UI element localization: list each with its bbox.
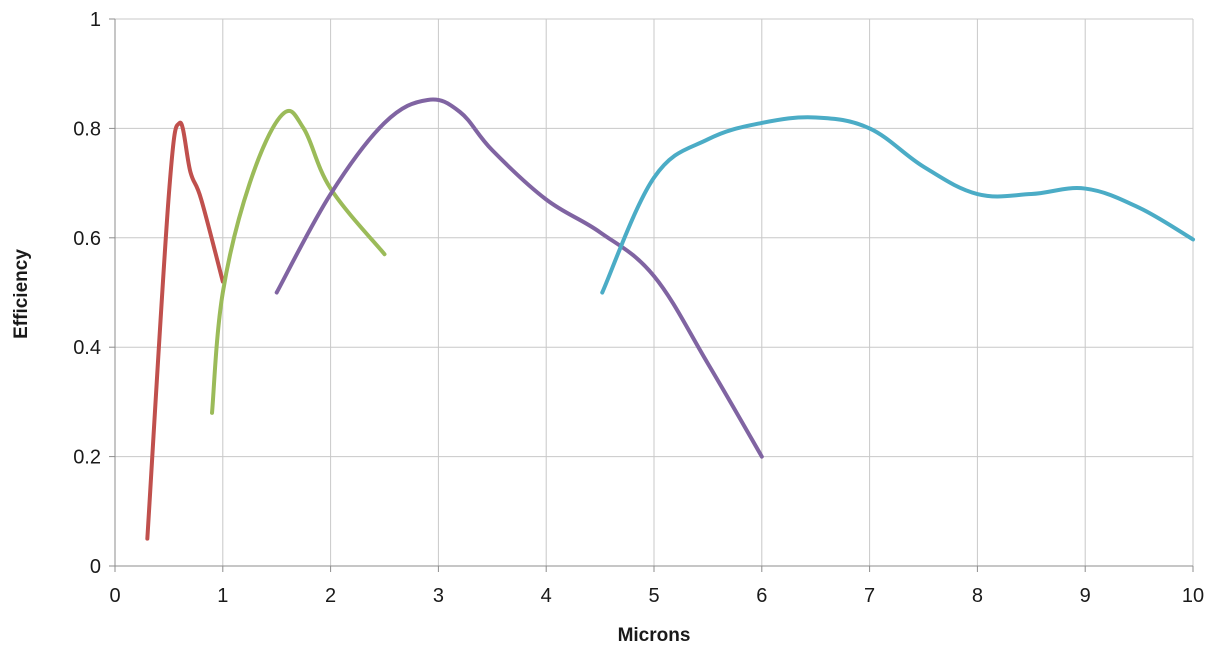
y-tick-label: 0	[90, 556, 101, 578]
x-tick-label: 0	[109, 585, 120, 607]
y-tick-label: 1	[90, 9, 101, 31]
y-tick-label: 0.4	[73, 337, 101, 359]
series-line-4	[600, 115, 1195, 295]
x-tick-label: 1	[217, 585, 228, 607]
series-lines	[145, 97, 1195, 541]
axes	[109, 18, 1194, 572]
grid	[115, 18, 1194, 566]
y-tick-label: 0.8	[73, 118, 101, 140]
x-axis-title: Microns	[618, 625, 691, 646]
tick-labels: 00.20.40.60.810 1 2 3 4 5 6 7 8 9 10	[73, 9, 1204, 607]
series-line-1	[145, 120, 225, 541]
y-tick-label: 0.2	[73, 447, 101, 469]
y-axis-title: Efficiency	[11, 249, 32, 339]
x-tick-label: 2	[325, 585, 336, 607]
x-tick-label: 9	[1080, 585, 1091, 607]
x-tick-label: 5	[648, 585, 659, 607]
x-tick-label: 10	[1182, 585, 1204, 607]
series-line-3	[274, 97, 764, 459]
x-tick-label: 4	[541, 585, 552, 607]
x-tick-label: 8	[972, 585, 983, 607]
x-tick-label: 3	[433, 585, 444, 607]
x-tick-label: 6	[756, 585, 767, 607]
x-tick-label: 7	[864, 585, 875, 607]
series-line-2	[210, 108, 387, 415]
y-tick-label: 0.6	[73, 228, 101, 250]
